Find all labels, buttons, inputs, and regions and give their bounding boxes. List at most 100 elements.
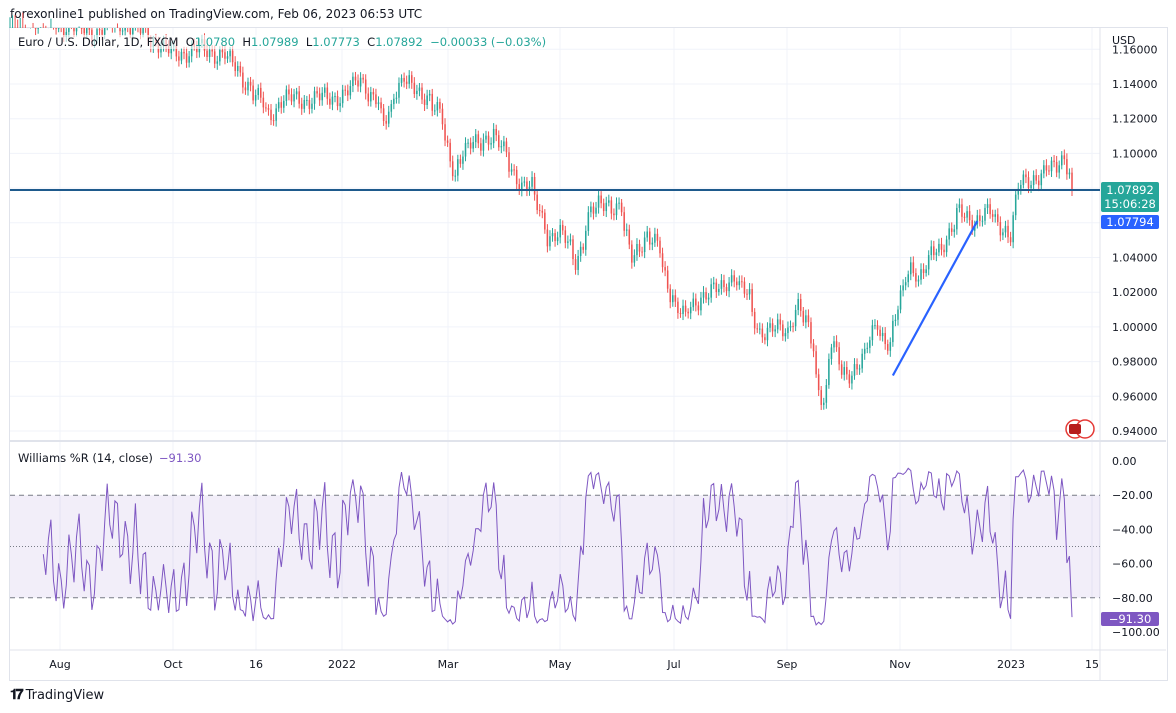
candle-body (275, 108, 277, 121)
candle-body (347, 90, 349, 96)
candle-body (684, 305, 687, 312)
candle-body (303, 99, 306, 109)
indicator-value: −91.30 (158, 451, 202, 465)
candle-body (515, 169, 518, 185)
candle-body (277, 102, 280, 109)
candle-body (945, 239, 948, 253)
candle-body (956, 207, 958, 230)
candle-body (221, 49, 224, 53)
candle-body (917, 279, 920, 282)
candle-body (833, 341, 835, 348)
tradingview-logo-icon: 𝟏𝟕 (10, 687, 24, 703)
candle-body (83, 28, 85, 34)
candle-body (810, 322, 812, 344)
candle-body (966, 211, 968, 218)
candle-body (661, 253, 664, 268)
candle-body (979, 215, 981, 221)
candle-body (147, 28, 149, 41)
candle-body (769, 323, 771, 328)
candle-body (295, 91, 298, 95)
candle-body (682, 305, 684, 315)
candle-body (354, 76, 357, 81)
candle-body (930, 246, 933, 256)
candle-body (799, 298, 802, 311)
candle-body (288, 89, 290, 95)
candle-body (907, 274, 909, 283)
candle-body (892, 320, 894, 343)
candle-body (1027, 177, 1030, 189)
candle-body (431, 93, 434, 111)
candle-body (904, 282, 907, 286)
candle-body (712, 282, 715, 285)
candle-body (559, 224, 561, 238)
candle-body (457, 159, 459, 176)
candle-body (574, 259, 577, 270)
price-tick-label: 1.04000 (1112, 252, 1158, 265)
candle-body (62, 28, 65, 37)
candle-body (615, 203, 618, 216)
candle-body (190, 44, 193, 57)
candle-body (224, 52, 226, 59)
candle-body (971, 220, 973, 231)
candle-body (408, 75, 410, 84)
candle-body (874, 325, 876, 327)
low-label: L (305, 35, 313, 49)
candle-body (139, 28, 142, 34)
candle-body (789, 326, 792, 328)
chart-frame (9, 27, 1168, 681)
candle-body (265, 107, 267, 109)
candle-body (582, 246, 584, 250)
candle-body (405, 81, 408, 84)
candle-body (587, 212, 590, 231)
candle-body (1032, 175, 1035, 186)
candle-body (784, 333, 787, 337)
candle-body (672, 295, 674, 303)
candle-body (730, 275, 733, 283)
candle-body (579, 246, 582, 256)
candle-body (733, 275, 735, 282)
candle-body (500, 146, 503, 148)
candle-body (851, 375, 853, 384)
candle-body (989, 204, 991, 215)
candle-body (380, 102, 382, 109)
candle-body (75, 28, 78, 32)
candle-body (702, 292, 705, 298)
candle-body (364, 79, 367, 94)
candle-body (531, 176, 533, 187)
candle-body (196, 46, 198, 53)
candle-body (80, 28, 83, 29)
candle-body (503, 141, 505, 147)
candle-body (884, 332, 886, 345)
symbol-name[interactable]: Euro / U.S. Dollar, 1D, FXCM (18, 35, 179, 49)
candle-body (840, 364, 843, 375)
indicator-title[interactable]: Williams %R (14, close) (18, 451, 153, 465)
candle-body (477, 134, 480, 144)
candle-body (869, 340, 871, 348)
us-flag-icon (1069, 424, 1081, 434)
candle-body (249, 81, 252, 86)
candle-body (825, 385, 828, 403)
candle-body (738, 281, 741, 286)
candle-body (695, 298, 697, 306)
candle-body (669, 288, 671, 303)
candle-body (823, 402, 825, 405)
candle-body (446, 140, 449, 143)
williams-tick-label: −60.00 (1112, 558, 1153, 571)
candle-body (643, 237, 646, 253)
candle-body (613, 213, 615, 216)
candle-body (620, 202, 623, 213)
candle-body (119, 28, 121, 32)
candle-body (723, 280, 725, 288)
candle-body (129, 28, 132, 35)
candle-body (178, 56, 180, 61)
candle-body (830, 347, 833, 359)
candle-body (413, 82, 416, 95)
candle-body (160, 46, 162, 53)
candle-body (323, 87, 326, 93)
candle-body (411, 75, 413, 83)
candle-body (403, 77, 405, 82)
open-value: 1.0780 (194, 35, 236, 49)
candle-body (961, 204, 963, 217)
candle-body (922, 269, 925, 274)
